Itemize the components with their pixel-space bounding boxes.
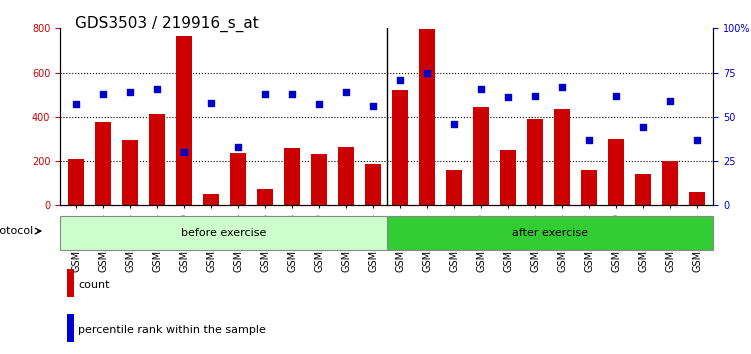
Text: count: count [78, 280, 110, 290]
Bar [60, 216, 387, 250]
Point [232, 144, 244, 150]
Point [313, 102, 325, 107]
Bar [67, 269, 74, 297]
Bar [689, 192, 705, 205]
Bar [122, 140, 138, 205]
Text: before exercise: before exercise [181, 228, 266, 238]
Bar [419, 29, 436, 205]
Bar [635, 175, 651, 205]
Bar [204, 194, 219, 205]
Bar [257, 189, 273, 205]
Point [611, 93, 623, 98]
Point [151, 86, 163, 91]
Bar [527, 119, 544, 205]
Bar [554, 109, 570, 205]
Point [71, 102, 83, 107]
Point [286, 91, 298, 97]
Point [367, 103, 379, 109]
Bar [311, 154, 327, 205]
Bar [284, 148, 300, 205]
Text: GDS3503 / 219916_s_at: GDS3503 / 219916_s_at [75, 16, 259, 32]
Bar [67, 314, 74, 342]
Point [178, 149, 190, 155]
Bar [392, 90, 409, 205]
Text: percentile rank within the sample: percentile rank within the sample [78, 325, 267, 335]
Point [529, 93, 541, 98]
Point [259, 91, 271, 97]
Bar [68, 159, 84, 205]
Text: protocol: protocol [0, 226, 33, 236]
Text: after exercise: after exercise [512, 228, 588, 238]
Bar [500, 150, 517, 205]
Point [205, 100, 217, 105]
Bar [230, 153, 246, 205]
Bar [338, 147, 354, 205]
Point [124, 89, 136, 95]
Point [98, 91, 110, 97]
Point [691, 137, 703, 143]
Bar [387, 216, 713, 250]
Point [340, 89, 352, 95]
Bar [446, 170, 463, 205]
Bar [149, 114, 165, 205]
Point [556, 84, 569, 90]
Bar [176, 36, 192, 205]
Point [664, 98, 676, 104]
Bar [95, 122, 111, 205]
Point [421, 70, 433, 75]
Point [394, 77, 406, 82]
Bar [662, 161, 678, 205]
Point [448, 121, 460, 127]
Point [638, 125, 650, 130]
Point [502, 95, 514, 100]
Bar [473, 107, 490, 205]
Point [584, 137, 596, 143]
Point [475, 86, 487, 91]
Bar [581, 170, 597, 205]
Bar [365, 164, 382, 205]
Bar [608, 139, 624, 205]
